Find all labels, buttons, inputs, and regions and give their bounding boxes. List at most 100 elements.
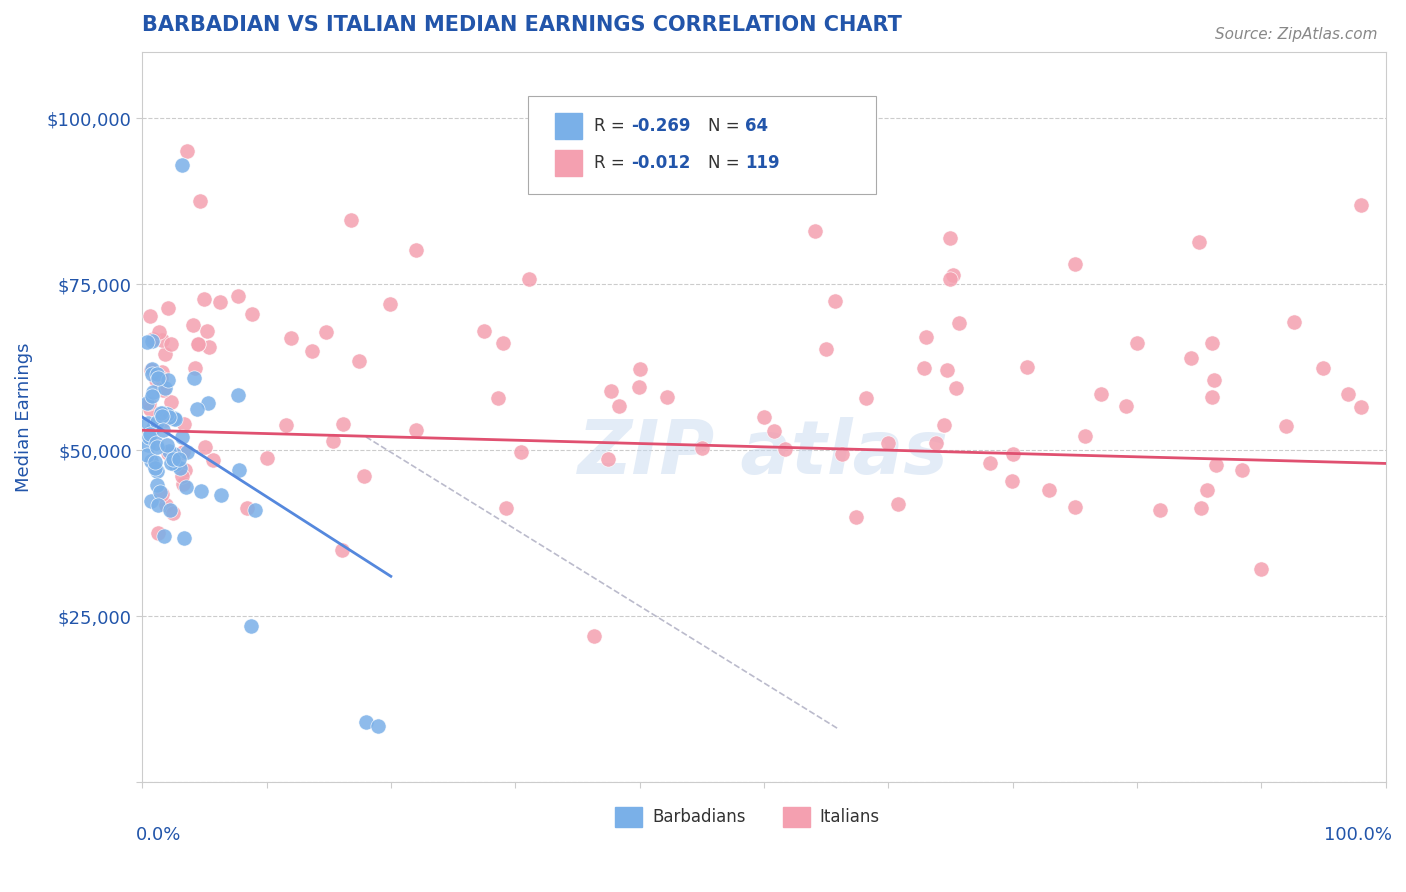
Point	[240, 307, 263, 321]
Point	[146, 464, 169, 478]
Point	[187, 337, 209, 351]
Point	[1115, 400, 1137, 414]
Point	[163, 446, 186, 460]
Point	[173, 463, 195, 477]
Point	[150, 370, 173, 384]
Text: 64: 64	[745, 118, 768, 136]
Point	[831, 447, 853, 461]
Point	[153, 413, 176, 427]
Point	[146, 371, 169, 385]
Point	[1126, 335, 1149, 350]
Point	[169, 460, 191, 475]
Point	[173, 417, 195, 431]
Point	[1337, 386, 1360, 401]
Point	[142, 332, 165, 346]
Point	[243, 502, 266, 516]
Point	[146, 441, 169, 455]
Point	[176, 145, 198, 159]
Point	[159, 502, 181, 516]
Point	[141, 334, 163, 349]
Text: Barbadians: Barbadians	[652, 808, 745, 826]
Point	[763, 425, 786, 439]
Point	[149, 406, 172, 420]
Point	[145, 436, 167, 450]
Point	[160, 336, 183, 351]
Point	[1063, 500, 1085, 515]
Point	[979, 456, 1001, 470]
Point	[136, 438, 159, 452]
Point	[170, 158, 193, 172]
Text: 0.0%: 0.0%	[136, 826, 181, 844]
Point	[194, 440, 217, 454]
Text: -0.012: -0.012	[631, 153, 690, 172]
Point	[405, 423, 427, 437]
Point	[141, 367, 163, 381]
Point	[582, 629, 605, 643]
Point	[332, 543, 354, 558]
Point	[322, 434, 344, 448]
Point	[150, 487, 173, 501]
Point	[165, 457, 187, 471]
Text: BARBADIAN VS ITALIAN MEDIAN EARNINGS CORRELATION CHART: BARBADIAN VS ITALIAN MEDIAN EARNINGS COR…	[142, 15, 903, 35]
Point	[145, 478, 167, 492]
Point	[815, 164, 838, 178]
Point	[1180, 351, 1202, 365]
Point	[1001, 474, 1024, 488]
Point	[655, 390, 678, 404]
Point	[815, 343, 838, 357]
Point	[136, 334, 159, 349]
Point	[948, 316, 970, 330]
Point	[598, 452, 620, 467]
Point	[156, 301, 179, 316]
Point	[163, 412, 186, 426]
Point	[332, 417, 354, 432]
Point	[599, 384, 621, 399]
Point	[155, 498, 177, 512]
Text: 100.0%: 100.0%	[1324, 826, 1392, 844]
Text: N =: N =	[707, 118, 745, 136]
Point	[141, 454, 163, 468]
Bar	[614, 807, 643, 828]
Point	[1230, 463, 1253, 477]
Point	[380, 296, 402, 310]
Point	[1074, 428, 1097, 442]
Point	[162, 506, 184, 520]
Point	[517, 272, 540, 286]
Point	[353, 468, 375, 483]
Point	[195, 324, 218, 338]
Point	[1038, 483, 1060, 497]
Point	[139, 402, 162, 417]
Point	[1205, 458, 1227, 472]
Point	[509, 445, 531, 459]
Point	[146, 525, 169, 540]
Point	[188, 194, 211, 208]
Point	[486, 391, 509, 405]
Point	[152, 383, 174, 397]
Point	[495, 500, 517, 515]
Bar	[783, 807, 810, 828]
Point	[239, 618, 262, 632]
Point	[349, 354, 371, 368]
Point	[139, 363, 162, 377]
Y-axis label: Median Earnings: Median Earnings	[15, 343, 32, 491]
Point	[162, 452, 184, 467]
Point	[1201, 336, 1223, 351]
Point	[935, 363, 957, 377]
Point	[190, 483, 212, 498]
Text: Italians: Italians	[820, 808, 880, 826]
Point	[152, 423, 174, 437]
Point	[690, 442, 713, 456]
Point	[149, 485, 172, 500]
Point	[845, 509, 868, 524]
Point	[354, 715, 377, 730]
Point	[139, 425, 162, 440]
Point	[886, 497, 908, 511]
Point	[1188, 235, 1211, 249]
Point	[152, 406, 174, 420]
Point	[1201, 391, 1223, 405]
Point	[156, 438, 179, 452]
Point	[148, 326, 170, 340]
Point	[141, 389, 163, 403]
Point	[1149, 503, 1171, 517]
Point	[186, 401, 208, 416]
